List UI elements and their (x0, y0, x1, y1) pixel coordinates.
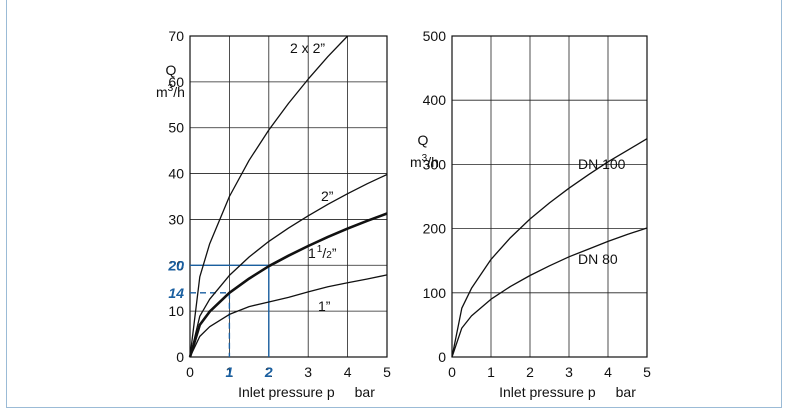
highlight-y-label: 20 (167, 257, 184, 273)
y-tick-label: 0 (176, 349, 184, 365)
series-label: 2 x 2” (290, 40, 325, 56)
series-line (188, 212, 388, 358)
highlight-y-label: 14 (168, 285, 184, 301)
series-line (189, 274, 388, 358)
y-axis-unit: m3/h (156, 83, 185, 100)
y-tick-label: 500 (423, 28, 447, 44)
highlight-x-label: 2 (264, 364, 273, 380)
y-tick-label: 400 (423, 92, 447, 108)
x-tick-label: 2 (265, 364, 273, 380)
y-tick-label: 30 (168, 211, 184, 227)
x-tick-label: 4 (344, 364, 352, 380)
x-tick-label: 3 (565, 364, 573, 380)
x-axis-title: Inlet pressure p bar (238, 384, 375, 400)
x-tick-label: 3 (304, 364, 312, 380)
y-tick-label: 10 (168, 303, 184, 319)
series-label: 1” (318, 298, 331, 314)
x-tick-label: 1 (226, 364, 234, 380)
series-line (451, 227, 648, 358)
x-axis-title: Inlet pressure p bar (499, 384, 636, 400)
series-line (451, 138, 648, 358)
x-tick-label: 1 (487, 364, 495, 380)
figure-frame (6, 0, 782, 408)
y-tick-label: 70 (168, 28, 184, 44)
y-axis-title: Q (166, 62, 177, 78)
series-line (189, 173, 388, 358)
y-tick-label: 40 (168, 166, 184, 182)
x-tick-label: 5 (643, 364, 651, 380)
series-label: 11/2” (308, 244, 337, 261)
y-axis-unit: m3/h (410, 153, 439, 170)
y-tick-label: 50 (168, 120, 184, 136)
series-label: DN 80 (578, 251, 618, 267)
y-tick-label: 60 (168, 74, 184, 90)
y-tick-label: 0 (438, 349, 446, 365)
series-line (189, 35, 349, 358)
y-tick-label: 200 (423, 221, 447, 237)
x-tick-label: 0 (448, 364, 456, 380)
x-tick-label: 2 (526, 364, 534, 380)
x-tick-label: 5 (383, 364, 391, 380)
series-label: 2” (321, 188, 334, 204)
y-axis-title: Q (418, 132, 429, 148)
x-tick-label: 0 (186, 364, 194, 380)
y-tick-label: 20 (168, 257, 184, 273)
y-tick-label: 300 (423, 156, 447, 172)
highlight-x-label: 1 (226, 364, 234, 380)
series-label: DN 100 (578, 156, 626, 172)
x-tick-label: 4 (604, 364, 612, 380)
plot-border (451, 35, 648, 358)
y-tick-label: 100 (423, 285, 447, 301)
plot-border (189, 35, 388, 358)
